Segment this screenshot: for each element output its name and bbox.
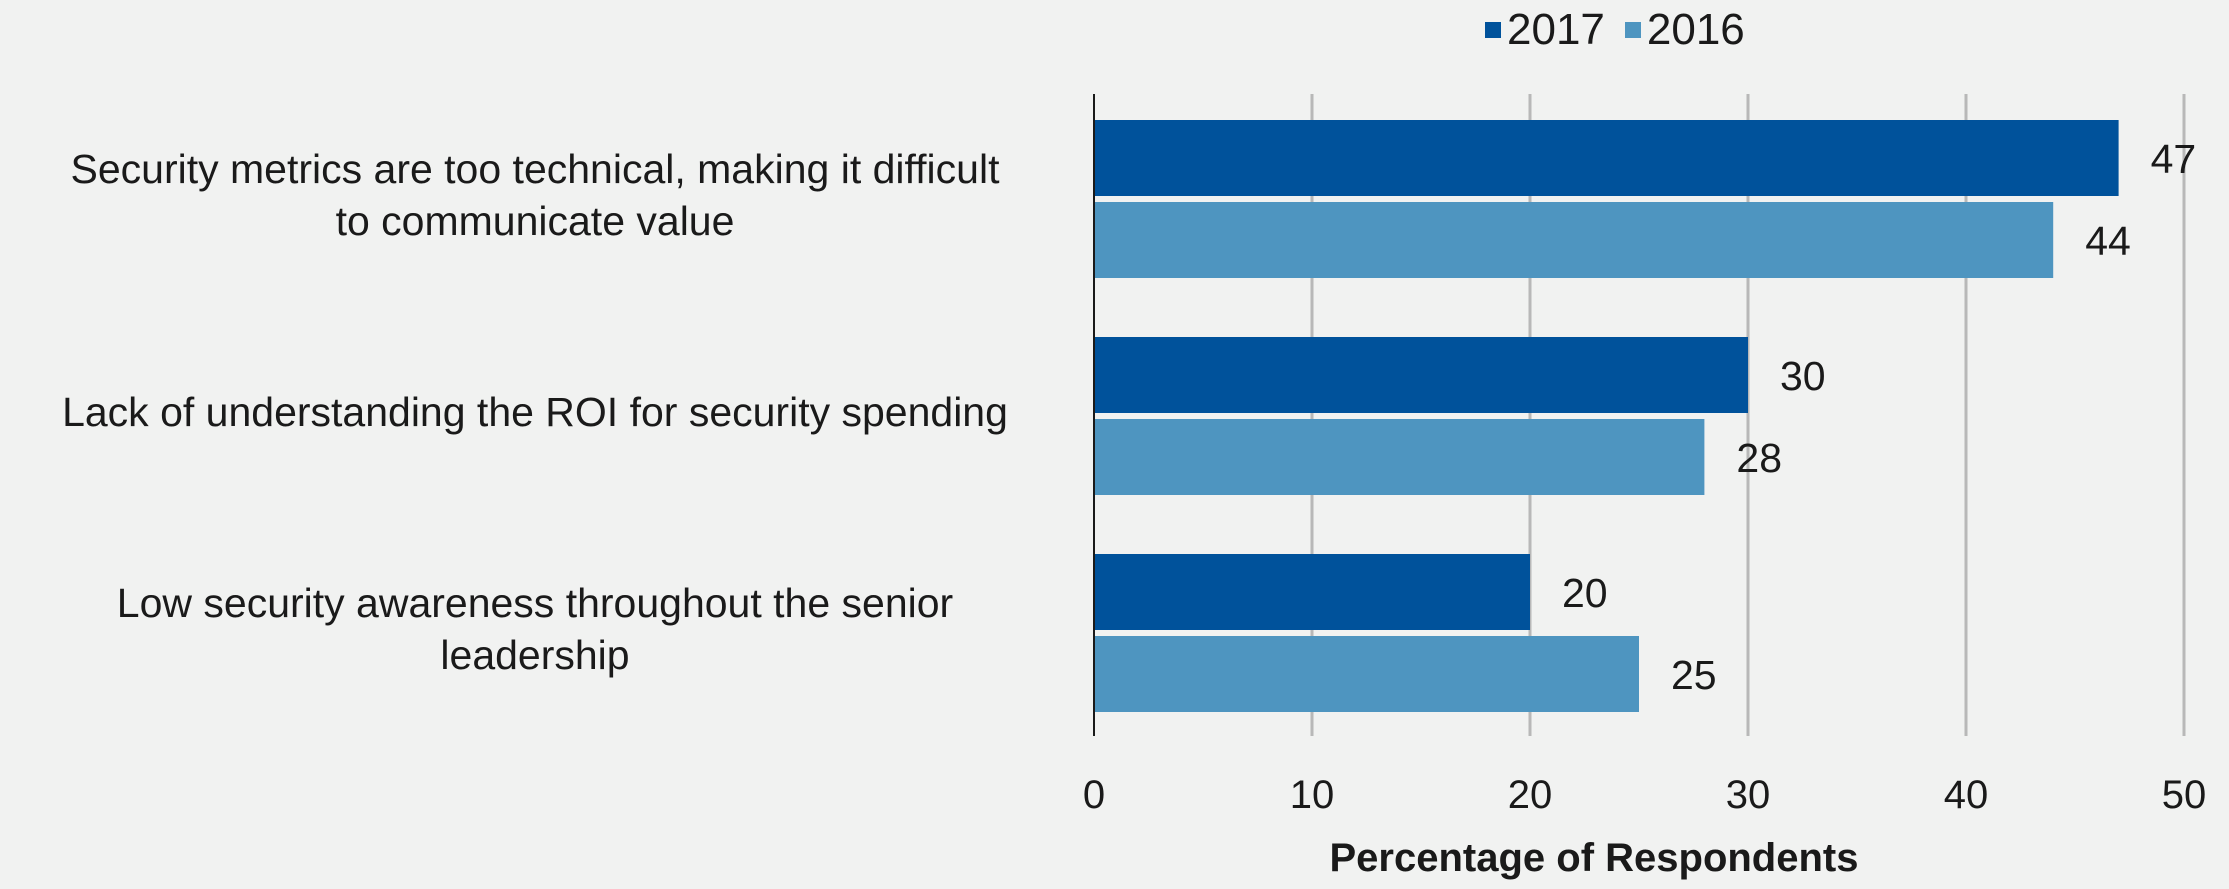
category-label-line: Low security awareness throughout the se… (116, 580, 954, 626)
data-label-2016-0: 44 (2085, 218, 2131, 264)
category-label-0: Security metrics are too technical, maki… (15, 143, 1055, 247)
x-axis-title: Percentage of Respondents (1329, 836, 1859, 880)
legend-label-2017: 2017 (1507, 5, 1605, 54)
bar-2016-1 (1094, 419, 1705, 495)
category-label-2: Low security awareness throughout the se… (15, 577, 1055, 681)
x-tick-label-20: 20 (1508, 773, 1553, 817)
legend-swatch-2017 (1485, 22, 1501, 38)
data-label-2017-1: 30 (1780, 353, 1826, 399)
category-label-line: to communicate value (335, 198, 735, 244)
category-label-line: leadership (440, 632, 630, 678)
data-label-2017-2: 20 (1562, 570, 1608, 616)
legend: 2017 2016 (1485, 6, 1765, 54)
x-tick-label-10: 10 (1290, 773, 1335, 817)
category-label-line: Security metrics are too technical, maki… (70, 146, 1000, 192)
bar-2017-2 (1094, 554, 1530, 630)
data-label-2016-2: 25 (1671, 652, 1717, 698)
legend-swatch-2016 (1624, 22, 1641, 38)
legend-item-2017: 2017 (1485, 6, 1605, 54)
legend-item-2016: 2016 (1624, 5, 1745, 54)
x-tick-label-30: 30 (1726, 773, 1771, 817)
bar-2017-0 (1094, 120, 2119, 196)
category-label-line: Lack of understanding the ROI for securi… (62, 389, 1008, 435)
legend-label-2016: 2016 (1646, 5, 1745, 54)
x-tick-label-40: 40 (1944, 773, 1989, 817)
data-label-2016-1: 28 (1736, 435, 1782, 481)
bar-2016-0 (1094, 202, 2054, 278)
x-tick-label-50: 50 (2162, 773, 2207, 817)
x-tick-label-0: 0 (1083, 773, 1105, 817)
bar-2016-2 (1094, 636, 1639, 712)
bar-2017-1 (1094, 337, 1748, 413)
data-label-2017-0: 47 (2151, 136, 2197, 182)
category-label-1: Lack of understanding the ROI for securi… (15, 386, 1055, 438)
